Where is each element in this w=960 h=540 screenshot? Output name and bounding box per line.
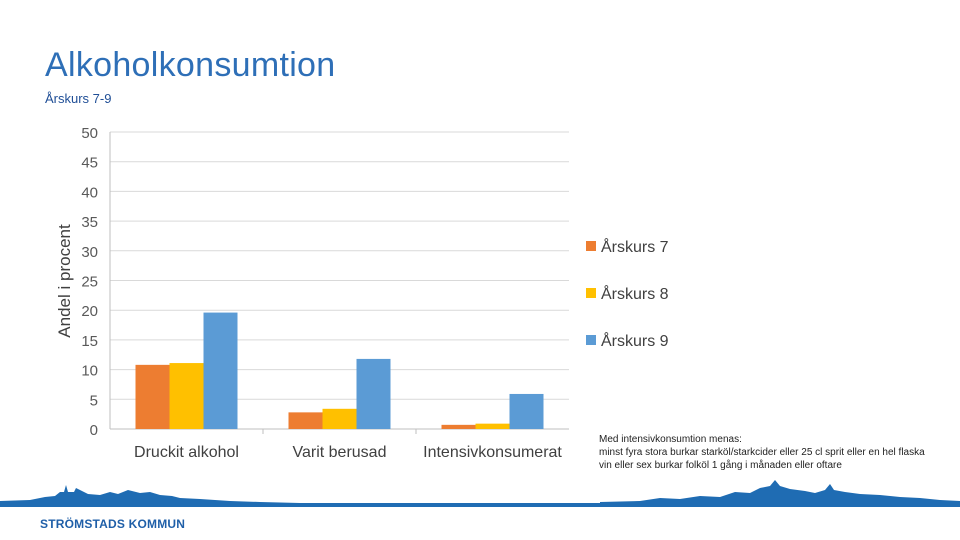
legend-swatch	[586, 335, 596, 345]
bar	[135, 364, 170, 429]
bar	[356, 358, 391, 429]
legend-label: Årskurs 7	[601, 237, 669, 256]
y-tick-label: 25	[81, 274, 98, 291]
y-tick-label: 45	[81, 155, 98, 172]
bar	[322, 408, 357, 429]
legend-label: Årskurs 9	[601, 331, 669, 350]
legend-label: Årskurs 8	[601, 284, 669, 303]
y-tick-label: 10	[81, 363, 98, 380]
municipality-logo: STRÖMSTADS KOMMUN	[40, 517, 186, 531]
note-text: minst fyra stora burkar starköl/starkcid…	[599, 447, 925, 471]
bar-chart: 0 5 10 15 20 25 30 35 40 45 50 Andel i procent Druck…	[55, 125, 669, 461]
y-axis-label: Andel i procent	[55, 224, 74, 338]
definition-note: Med intensivkonsumtion menas: minst fyra…	[599, 433, 929, 472]
y-tick-label: 0	[90, 422, 98, 439]
y-tick-label: 5	[90, 392, 98, 409]
bar	[475, 423, 510, 429]
legend-swatch	[586, 288, 596, 298]
bar	[509, 393, 544, 429]
x-tick-label: Intensivkonsumerat	[423, 444, 562, 461]
y-tick-label: 30	[81, 244, 98, 261]
x-tick-label: Druckit alkohol	[134, 444, 239, 461]
town-skyline-illustration	[0, 480, 960, 504]
page-title: Alkoholkonsumtion	[45, 46, 336, 84]
x-tick-label: Varit berusad	[293, 444, 387, 461]
bar	[441, 424, 476, 429]
bar	[169, 363, 204, 429]
bar	[203, 312, 238, 429]
y-tick-label: 20	[81, 303, 98, 320]
y-tick-label: 50	[81, 125, 98, 142]
legend-swatch	[586, 241, 596, 251]
bar	[288, 412, 323, 429]
y-tick-label: 40	[81, 184, 98, 201]
y-tick-label: 15	[81, 333, 98, 350]
footer-bar	[0, 503, 960, 507]
y-tick-label: 35	[81, 214, 98, 231]
note-heading: Med intensivkonsumtion menas:	[599, 434, 742, 445]
page-subtitle: Årskurs 7-9	[45, 91, 112, 106]
